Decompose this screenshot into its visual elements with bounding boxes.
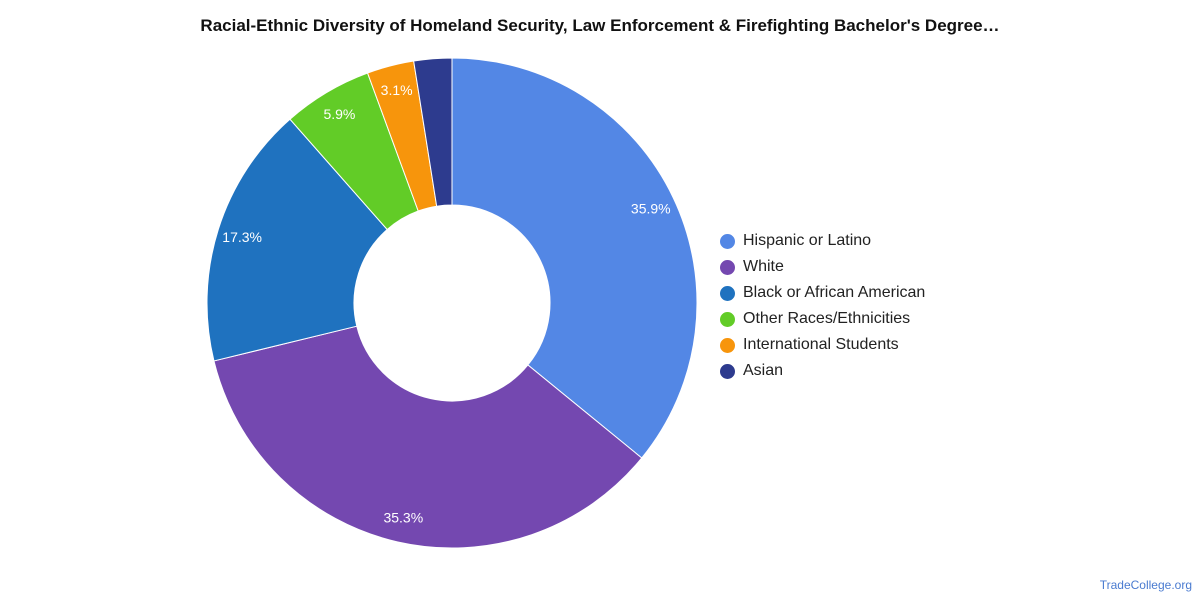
legend-swatch	[720, 259, 735, 275]
slice-value-label: 5.9%	[323, 106, 355, 122]
donut-slice-hispanic-or-latino[interactable]	[451, 57, 698, 459]
legend-label: White	[743, 258, 784, 275]
legend-item[interactable]: Asian	[720, 358, 925, 384]
legend-item[interactable]: Other Races/Ethnicities	[720, 306, 925, 332]
donut-slice-asian[interactable]	[413, 57, 453, 207]
chart-legend: Hispanic or Latino White Black or African …	[720, 228, 925, 384]
legend-item[interactable]: Black or African American	[720, 280, 925, 306]
legend-swatch	[720, 337, 735, 353]
legend-swatch	[720, 233, 735, 249]
legend-item[interactable]: Hispanic or Latino	[720, 228, 925, 254]
legend-swatch	[720, 363, 735, 379]
legend-label: Asian	[743, 362, 784, 379]
legend-label: Hispanic or Latino	[743, 232, 872, 249]
slice-value-label: 35.3%	[383, 510, 423, 526]
legend-swatch	[720, 311, 735, 327]
legend-label: Other Races/Ethnicities	[743, 310, 911, 327]
slice-value-label: 3.1%	[381, 82, 413, 98]
donut-slice-black-or-african-american[interactable]	[206, 118, 388, 362]
slice-value-label: 35.9%	[631, 201, 671, 217]
legend-label: Black or African American	[743, 284, 926, 301]
chart-title: Racial-Ethnic Diversity of Homeland Secu…	[200, 16, 1000, 35]
legend-swatch	[720, 285, 735, 301]
source-link[interactable]: TradeCollege.org	[1099, 578, 1192, 592]
legend-item[interactable]: White	[720, 254, 925, 280]
legend-label: International Students	[743, 336, 899, 353]
slice-value-label: 17.3%	[222, 229, 262, 245]
legend-item[interactable]: International Students	[720, 332, 925, 358]
donut-slice-white[interactable]	[213, 325, 643, 549]
